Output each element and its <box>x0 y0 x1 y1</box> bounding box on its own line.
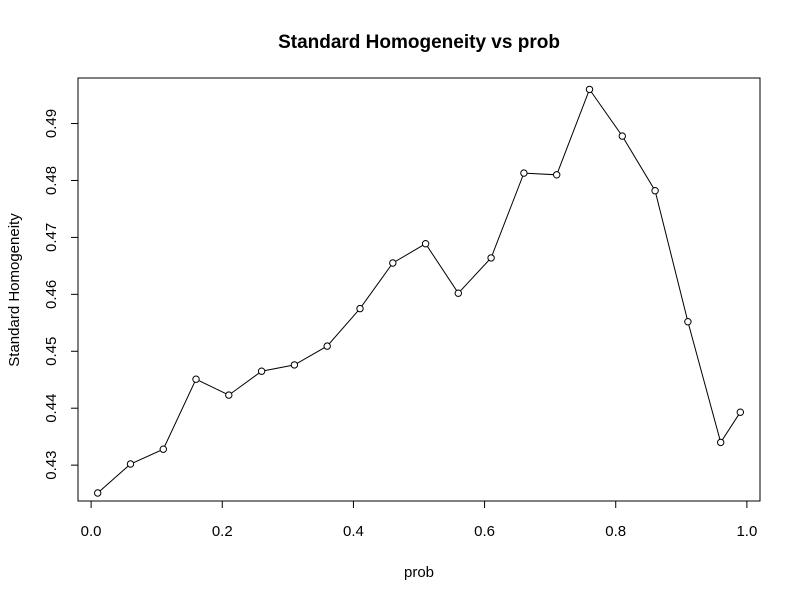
y-tick-label: 0.46 <box>43 280 60 309</box>
data-point <box>585 85 594 94</box>
y-tick-label: 0.48 <box>43 166 60 195</box>
x-tick-label: 0.0 <box>81 523 102 540</box>
data-point <box>684 318 692 326</box>
data-point <box>618 132 626 140</box>
data-point <box>651 187 659 195</box>
plot-frame <box>77 77 761 502</box>
plot-area <box>94 85 744 497</box>
y-axis-label: Standard Homogeneity <box>6 213 23 367</box>
data-point <box>257 367 266 375</box>
data-point <box>421 240 430 248</box>
data-point <box>159 445 168 453</box>
data-point <box>356 304 364 313</box>
y-tick-label: 0.43 <box>43 451 60 480</box>
series-line <box>97 88 741 494</box>
data-point <box>192 375 200 383</box>
x-tick-label: 0.6 <box>474 523 495 540</box>
data-point <box>225 391 233 399</box>
x-tick-label: 0.8 <box>605 523 626 540</box>
x-axis: 0.0 0.2 0.4 0.6 0.8 1.0 <box>81 501 757 540</box>
y-tick-label: 0.45 <box>43 337 60 366</box>
y-tick-label: 0.47 <box>43 223 60 252</box>
data-point <box>553 171 561 179</box>
chart-title: Standard Homogeneity vs prob <box>278 32 560 53</box>
x-tick-label: 1.0 <box>736 523 757 540</box>
data-point <box>94 489 102 497</box>
x-tick-label: 0.2 <box>212 523 233 540</box>
data-point <box>487 254 495 262</box>
data-point <box>717 438 725 447</box>
data-point <box>389 259 397 267</box>
data-point <box>520 169 528 177</box>
y-tick-label: 0.49 <box>43 109 60 138</box>
data-point <box>323 342 331 350</box>
y-tick-label: 0.44 <box>43 394 60 423</box>
data-point <box>290 361 299 369</box>
data-point <box>454 289 462 297</box>
data-point <box>126 460 135 468</box>
x-tick-label: 0.4 <box>343 523 364 540</box>
data-point <box>736 408 744 416</box>
y-axis: 0.43 0.44 0.45 0.46 0.47 0.48 0.49 <box>43 109 78 480</box>
x-axis-label: prob <box>404 564 434 581</box>
